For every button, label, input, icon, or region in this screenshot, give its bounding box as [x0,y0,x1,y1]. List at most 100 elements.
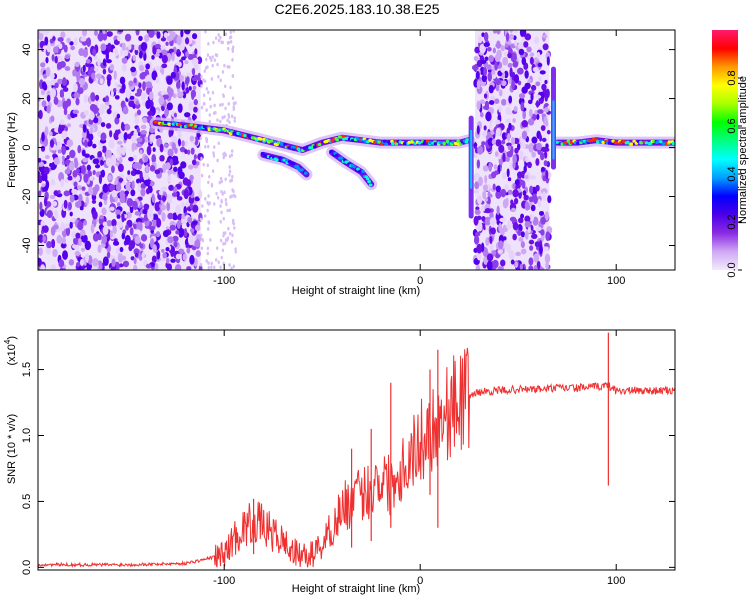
noise-speckle [43,83,48,91]
noise-speckle [116,113,121,119]
noise-speckle [71,188,78,194]
noise-speckle [186,266,192,270]
ridge-blob [667,140,672,144]
noise-speckle [59,60,66,68]
noise-speckle [118,156,123,164]
noise-speckle [538,76,542,82]
noise-speckle [513,105,518,112]
noise-speckle [114,129,119,137]
noise-speckle [134,116,140,125]
noise-speckle [200,84,203,88]
ridge-blob [394,142,399,146]
ridge-blob [569,140,574,144]
noise-speckle [155,231,161,238]
noise-speckle [219,219,222,224]
noise-speckle [530,84,537,91]
noise-speckle [135,100,140,106]
noise-speckle [133,78,137,83]
noise-speckle [111,190,118,198]
noise-speckle [121,232,126,240]
noise-speckle [100,122,106,128]
x-tick-label: 100 [607,575,625,587]
ridge-blob [236,131,240,136]
noise-speckle [201,204,204,208]
noise-speckle [204,214,207,218]
noise-speckle [512,154,517,164]
noise-speckle [187,216,193,224]
ridge-blob [163,120,168,125]
noise-speckle [205,57,208,62]
noise-speckle [133,248,140,255]
noise-speckle [109,206,115,212]
noise-speckle [487,72,493,82]
noise-speckle [98,201,103,208]
noise-speckle [110,155,117,166]
noise-speckle [44,126,49,137]
ridge-blob [258,137,263,141]
noise-speckle [73,181,78,188]
spectrogram-panel: -100 0 100 -40 -20 0 20 40 Height of straight … [6,29,676,297]
noise-speckle [42,73,48,79]
noise-speckle [203,69,206,73]
noise-speckle [86,164,92,171]
noise-speckle [219,35,222,40]
noise-speckle [146,145,152,156]
noise-speckle [77,87,84,95]
noise-speckle [542,34,548,39]
noise-speckle [192,204,199,213]
noise-speckle [492,183,496,191]
noise-speckle [546,130,551,135]
noise-speckle [517,67,524,75]
noise-speckle [119,190,126,199]
noise-speckle [477,195,483,205]
colorbar-gradient [712,30,738,270]
noise-speckle [521,86,528,94]
noise-speckle [151,255,157,263]
noise-speckle [63,190,70,197]
ridge-blob [329,149,333,154]
ridge-blob [671,141,675,146]
noise-speckle [515,251,522,257]
noise-speckle [500,259,506,267]
noise-speckle [134,252,139,258]
noise-speckle [182,253,187,261]
noise-speckle [46,43,51,53]
noise-speckle [220,255,223,260]
noise-speckle [484,216,491,226]
noise-speckle [221,248,225,253]
noise-speckle [231,74,235,78]
noise-speckle [192,85,197,91]
noise-speckle [209,104,212,109]
noise-speckle [89,175,93,181]
noise-speckle [171,51,175,62]
noise-speckle [495,83,500,92]
noise-speckle [170,248,174,258]
noise-speckle [514,147,519,154]
noise-speckle [537,109,544,114]
noise-speckle [145,100,151,110]
noise-speckle [117,35,121,42]
noise-speckle [506,223,512,229]
noise-speckle [484,197,488,202]
noise-speckle [480,59,487,65]
noise-speckle [62,250,68,260]
noise-speckle [161,211,166,222]
noise-speckle [486,253,494,262]
noise-speckle [529,52,535,57]
noise-speckle [82,157,88,163]
noise-speckle [142,117,148,124]
noise-speckle [528,108,533,118]
noise-speckle [527,78,532,84]
y-tick-label: -40 [21,238,33,254]
noise-speckle [107,77,111,87]
colorbar-tick-label: 0.0 [726,262,738,277]
noise-speckle [518,217,524,224]
noise-speckle [142,209,148,215]
noise-speckle [193,74,199,82]
noise-speckle [543,160,548,167]
noise-speckle [161,63,168,69]
noise-speckle [59,124,66,129]
snr-plot-area [38,332,675,568]
noise-speckle [105,95,110,102]
noise-speckle [38,109,43,120]
